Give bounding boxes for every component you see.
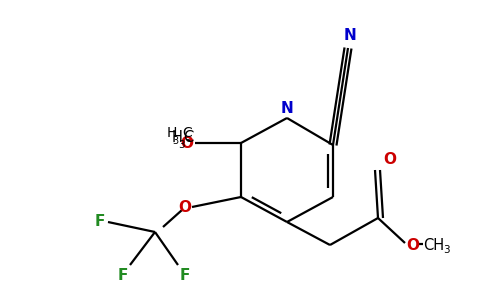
Text: CH: CH (423, 238, 444, 253)
Text: H: H (171, 130, 182, 146)
Text: 3: 3 (172, 136, 178, 146)
Text: O: O (406, 238, 419, 253)
Text: 3: 3 (443, 245, 450, 255)
Text: O: O (383, 152, 396, 167)
Text: N: N (281, 101, 293, 116)
Text: F: F (118, 268, 128, 283)
Text: 3: 3 (178, 140, 184, 150)
Text: C: C (182, 126, 192, 140)
Text: O: O (178, 200, 191, 215)
Text: F: F (180, 268, 190, 283)
Text: O: O (180, 136, 193, 151)
Text: N: N (344, 28, 356, 43)
Text: C: C (183, 130, 193, 146)
Text: H: H (166, 126, 177, 140)
Text: F: F (95, 214, 105, 230)
